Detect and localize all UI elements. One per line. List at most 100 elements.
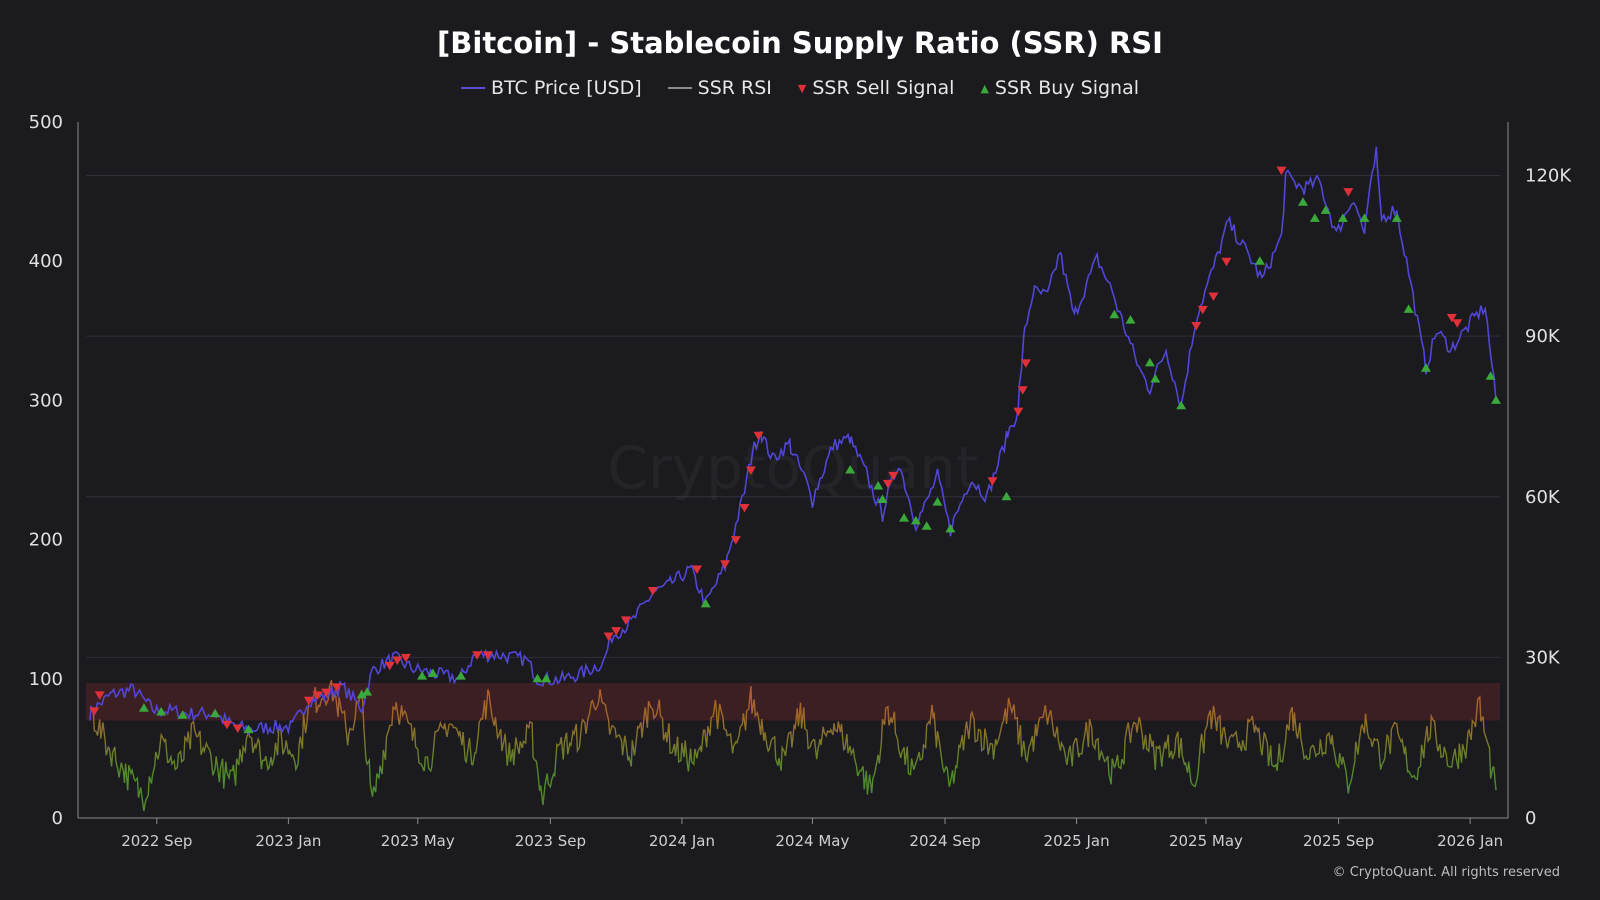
x-tick-label: 2025 Jan (1044, 832, 1110, 850)
legend-item-sell-signal[interactable]: ▼ SSR Sell Signal (798, 77, 955, 99)
sell-signal-marker[interactable] (1208, 292, 1219, 302)
sell-signal-marker[interactable] (1276, 166, 1287, 176)
sell-signal-marker[interactable] (647, 586, 658, 596)
sell-signal-marker[interactable] (321, 688, 332, 698)
buy-signal-marker[interactable] (1125, 315, 1136, 324)
sell-signal-marker[interactable] (1343, 188, 1354, 197)
legend-item-btc-price[interactable]: BTC Price [USD] (461, 77, 642, 99)
sell-signal-marker[interactable] (603, 632, 614, 641)
buy-signal-marker[interactable] (921, 521, 932, 530)
buy-signal-marker[interactable] (1420, 363, 1431, 372)
sell-signal-marker[interactable] (482, 651, 493, 660)
legend-item-ssr-rsi[interactable]: SSR RSI (667, 77, 772, 99)
left-axis-ticks: 0 100 200 300 400 500 (29, 112, 63, 829)
buy-signal-marker[interactable] (932, 497, 943, 506)
buy-signal-marker[interactable] (532, 673, 543, 683)
buy-signal-marker[interactable] (945, 523, 956, 533)
buy-signal-marker[interactable] (910, 515, 921, 525)
buy-signal-marker[interactable] (138, 703, 149, 712)
buy-signal-marker[interactable] (1176, 400, 1187, 410)
buy-signal-marker[interactable] (845, 465, 856, 474)
sell-signal-marker[interactable] (720, 560, 731, 569)
sell-signal-marker[interactable] (1197, 305, 1208, 315)
sell-signal-marker[interactable] (1446, 313, 1457, 323)
right-tick-label: 90K (1525, 326, 1561, 347)
sell-signal-marker[interactable] (620, 616, 631, 625)
right-tick-label: 0 (1525, 808, 1536, 829)
legend-item-buy-signal[interactable]: ▲ SSR Buy Signal (980, 77, 1139, 99)
buy-signal-marker[interactable] (1491, 395, 1501, 404)
sell-signal-marker[interactable] (221, 720, 232, 730)
legend-label-buy-signal: SSR Buy Signal (994, 77, 1139, 99)
sell-signal-marker[interactable] (1452, 319, 1463, 328)
buy-signal-marker[interactable] (417, 671, 428, 680)
left-tick-label: 200 (29, 530, 63, 551)
sell-signal-marker[interactable] (232, 724, 243, 734)
btc-price-line-icon (461, 87, 485, 89)
sell-signal-marker[interactable] (745, 466, 756, 476)
ssr-rsi-line-icon (667, 87, 692, 89)
ssr-rsi-line[interactable] (89, 679, 1497, 812)
buy-signal-marker[interactable] (899, 513, 910, 522)
buy-signal-marker[interactable] (1359, 213, 1370, 222)
buy-signal-marker[interactable] (1144, 357, 1155, 367)
buy-signal-marker[interactable] (210, 708, 221, 718)
sell-signal-marker[interactable] (1017, 386, 1028, 395)
x-tick-label: 2023 Jan (255, 832, 321, 850)
sell-signal-marker[interactable] (730, 536, 741, 545)
sell-signal-marker[interactable] (882, 479, 893, 489)
overbought-band (86, 682, 1500, 721)
x-tick-label: 2023 May (381, 832, 455, 850)
x-axis-ticks: 2022 Sep 2023 Jan 2023 May 2023 Sep 2024 Jan… (121, 818, 1503, 850)
buy-signal-marker[interactable] (700, 598, 711, 608)
buy-signal-marker[interactable] (1297, 197, 1308, 206)
sell-signal-marker[interactable] (303, 696, 314, 706)
buy-signal-marker[interactable] (356, 689, 367, 699)
sell-signal-marker[interactable] (472, 651, 483, 660)
sell-signal-marker[interactable] (1013, 407, 1024, 417)
sell-signal-marker[interactable] (987, 477, 998, 486)
sell-signal-marker[interactable] (392, 656, 403, 666)
buy-signal-marker[interactable] (1309, 213, 1320, 222)
buy-signal-marker[interactable] (1485, 371, 1496, 380)
sell-signal-marker[interactable] (89, 707, 100, 716)
sell-signal-marker[interactable] (888, 471, 899, 481)
buy-signal-marker[interactable] (1254, 256, 1265, 265)
buy-signal-marker[interactable] (873, 481, 884, 490)
sell-signal-marker[interactable] (1191, 321, 1202, 331)
sell-signal-marker[interactable] (753, 431, 764, 441)
buy-signal-marker[interactable] (1337, 213, 1348, 222)
buy-signal-marker[interactable] (1320, 205, 1331, 214)
buy-signal-marker[interactable] (1109, 309, 1120, 319)
sell-signal-marker[interactable] (94, 691, 105, 700)
buy-signals (138, 197, 1501, 734)
buy-signal-marker[interactable] (1391, 213, 1402, 222)
buy-signal-marker[interactable] (362, 687, 373, 696)
buy-signal-marker[interactable] (1403, 304, 1414, 313)
buy-signal-marker[interactable] (877, 494, 888, 503)
legend-label-ssr-rsi: SSR RSI (697, 77, 772, 99)
sell-signal-marker[interactable] (692, 565, 703, 575)
sell-signal-marker[interactable] (1020, 359, 1031, 368)
sell-signal-marker[interactable] (384, 661, 395, 671)
right-tick-label: 30K (1525, 647, 1561, 668)
sell-signal-marker[interactable] (611, 627, 622, 636)
buy-signal-marker[interactable] (177, 710, 188, 719)
sell-signal-marker[interactable] (312, 691, 323, 700)
x-tick-label: 2026 Jan (1437, 832, 1503, 850)
sell-signal-marker[interactable] (400, 653, 411, 663)
buy-signal-marker[interactable] (455, 671, 466, 680)
buy-signal-marker[interactable] (427, 668, 438, 677)
sell-signal-marker[interactable] (1221, 257, 1232, 267)
buy-signal-marker[interactable] (1001, 491, 1012, 501)
sell-triangle-icon: ▼ (797, 81, 807, 95)
buy-signal-marker[interactable] (243, 724, 254, 734)
buy-signal-marker[interactable] (1150, 373, 1161, 383)
sell-signal-marker[interactable] (331, 683, 342, 692)
buy-signal-marker[interactable] (541, 673, 552, 683)
left-tick-label: 100 (29, 669, 63, 690)
sell-signal-marker[interactable] (739, 503, 750, 513)
axes-layer (77, 122, 1509, 819)
buy-signal-marker[interactable] (156, 706, 167, 716)
